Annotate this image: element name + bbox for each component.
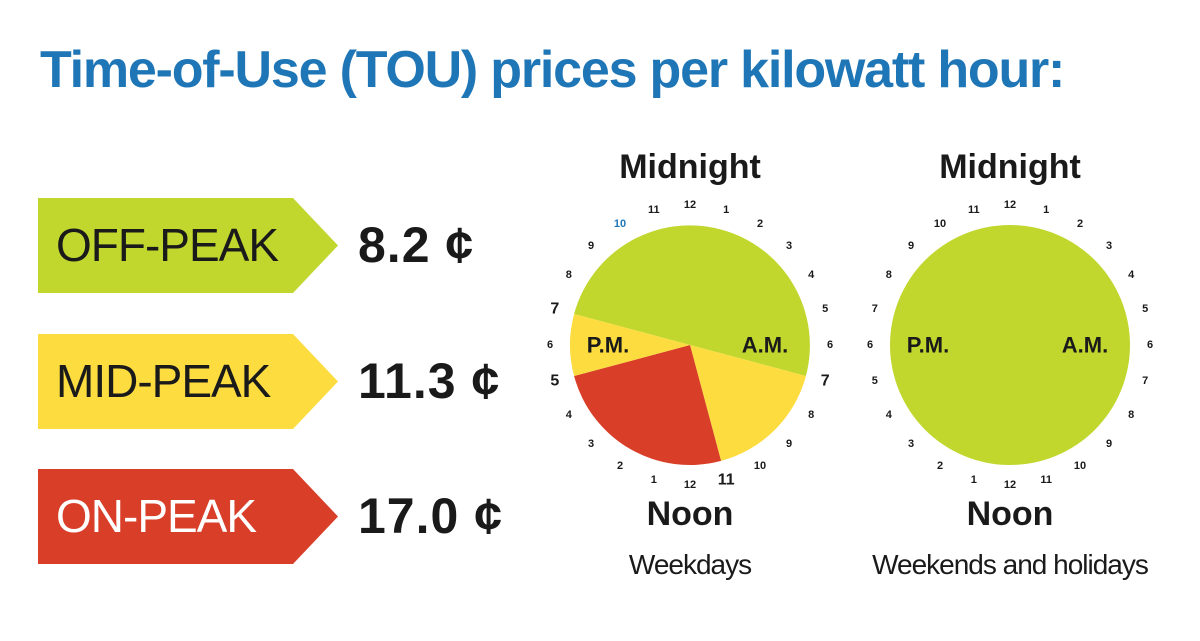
rate-tag-label: OFF-PEAK (56, 219, 279, 271)
rate-tag-shape (38, 198, 338, 293)
rate-price: 17.0 ¢ (358, 488, 504, 544)
rate-price: 11.3 ¢ (358, 353, 501, 409)
rate-price: 8.2 ¢ (358, 217, 475, 273)
hour-tick-label: 12 (684, 199, 696, 211)
hour-tick-label: 10 (754, 460, 766, 472)
hour-tick-label: 3 (1106, 240, 1112, 252)
rate-tag-label: MID-PEAK (56, 355, 271, 407)
hour-tick-label: 3 (786, 240, 792, 252)
rate-row-mid-peak: MID-PEAK 11.3 ¢ (38, 334, 558, 429)
noon-label: Noon (966, 495, 1054, 533)
hour-tick-label: 7 (872, 303, 878, 315)
hour-tick-label: 4 (1128, 269, 1135, 281)
rate-tag: ON-PEAK (38, 469, 338, 564)
hour-tick-label: 9 (588, 240, 594, 252)
weekday-clock: Midnight 12 1 2 3 4 5 6 7 8 9 10 11 12 1 2 3 4 5 6 7 8 9 10 11 A… (540, 140, 840, 620)
pie-slice (574, 225, 810, 377)
hour-tick-label: 10 (1074, 460, 1086, 472)
rate-tag-label: ON-PEAK (56, 490, 257, 542)
hour-tick-label: 11 (648, 204, 660, 216)
hour-tick-label: 1 (651, 474, 657, 486)
hour-tick-label: 11 (968, 204, 980, 216)
hour-tick-label: 6 (867, 339, 873, 351)
hour-tick-label: 5 (550, 373, 559, 390)
hour-tick-label: 9 (786, 438, 792, 450)
hour-tick-label: 3 (908, 438, 914, 450)
rate-tag: MID-PEAK (38, 334, 338, 429)
hour-tick-label: 8 (886, 269, 892, 281)
hour-tick-label: 9 (1106, 438, 1112, 450)
pie-slice (890, 225, 1130, 465)
hour-tick-label: 3 (588, 438, 594, 450)
hour-tick-label: 2 (937, 460, 943, 472)
rate-tag-shape (38, 334, 338, 429)
hour-tick-label: 6 (547, 339, 553, 351)
hour-tick-label: 1 (723, 204, 729, 216)
hour-tick-label: 1 (1043, 204, 1049, 216)
hour-tick-label: 9 (908, 240, 914, 252)
midnight-label: Midnight (619, 148, 761, 186)
am-label: A.M. (1062, 333, 1108, 358)
hour-tick-label: 7 (1142, 375, 1148, 387)
hour-tick-label: 11 (1040, 474, 1052, 486)
pm-label: P.M. (907, 333, 949, 358)
rate-row-off-peak: OFF-PEAK 8.2 ¢ (38, 198, 558, 293)
hour-tick-label: 10 (614, 218, 626, 230)
pm-label: P.M. (587, 333, 629, 358)
midnight-label: Midnight (939, 148, 1081, 186)
hour-tick-label: 4 (566, 409, 573, 421)
hour-tick-label: 12 (1004, 199, 1016, 211)
hour-tick-label: 1 (971, 474, 977, 486)
rate-row-on-peak: ON-PEAK 17.0 ¢ (38, 469, 558, 564)
hour-tick-label: 11 (718, 472, 735, 489)
hour-tick-label: 5 (872, 375, 878, 387)
hour-tick-label: 4 (808, 269, 815, 281)
hour-tick-label: 8 (1128, 409, 1134, 421)
rate-tag: OFF-PEAK (38, 198, 338, 293)
hour-tick-label: 6 (1147, 339, 1153, 351)
rate-tag-shape (38, 469, 338, 564)
hour-tick-label: 2 (757, 218, 763, 230)
pie-slice (690, 345, 806, 461)
am-label: A.M. (742, 333, 788, 358)
hour-tick-label: 2 (617, 460, 623, 472)
hour-tick-label: 2 (1077, 218, 1083, 230)
hour-tick-label: 5 (1142, 303, 1148, 315)
pie-slice (574, 345, 722, 465)
noon-label: Noon (646, 495, 734, 533)
hour-tick-label: 7 (821, 373, 830, 390)
hour-tick-label: 4 (886, 409, 893, 421)
hour-tick-label: 10 (934, 218, 946, 230)
pie-slice (570, 313, 690, 377)
page-title: Time-of-Use (TOU) prices per kilowatt ho… (40, 41, 1065, 99)
weekday-caption: Weekdays (628, 549, 752, 580)
hour-tick-label: 12 (684, 479, 696, 491)
hour-tick-label: 7 (550, 300, 559, 317)
weekend-caption: Weekends and holidays (872, 549, 1149, 580)
hour-tick-label: 8 (566, 269, 572, 281)
hour-tick-label: 12 (1004, 479, 1016, 491)
weekend-clock: Midnight 12 1 2 3 4 5 6 7 8 9 10 11 12 1 2 3 4 5 6 7 8 9 10 11 A… (860, 140, 1160, 620)
hour-tick-label: 8 (808, 409, 814, 421)
hour-tick-label: 6 (827, 339, 833, 351)
hour-tick-label: 5 (822, 303, 828, 315)
